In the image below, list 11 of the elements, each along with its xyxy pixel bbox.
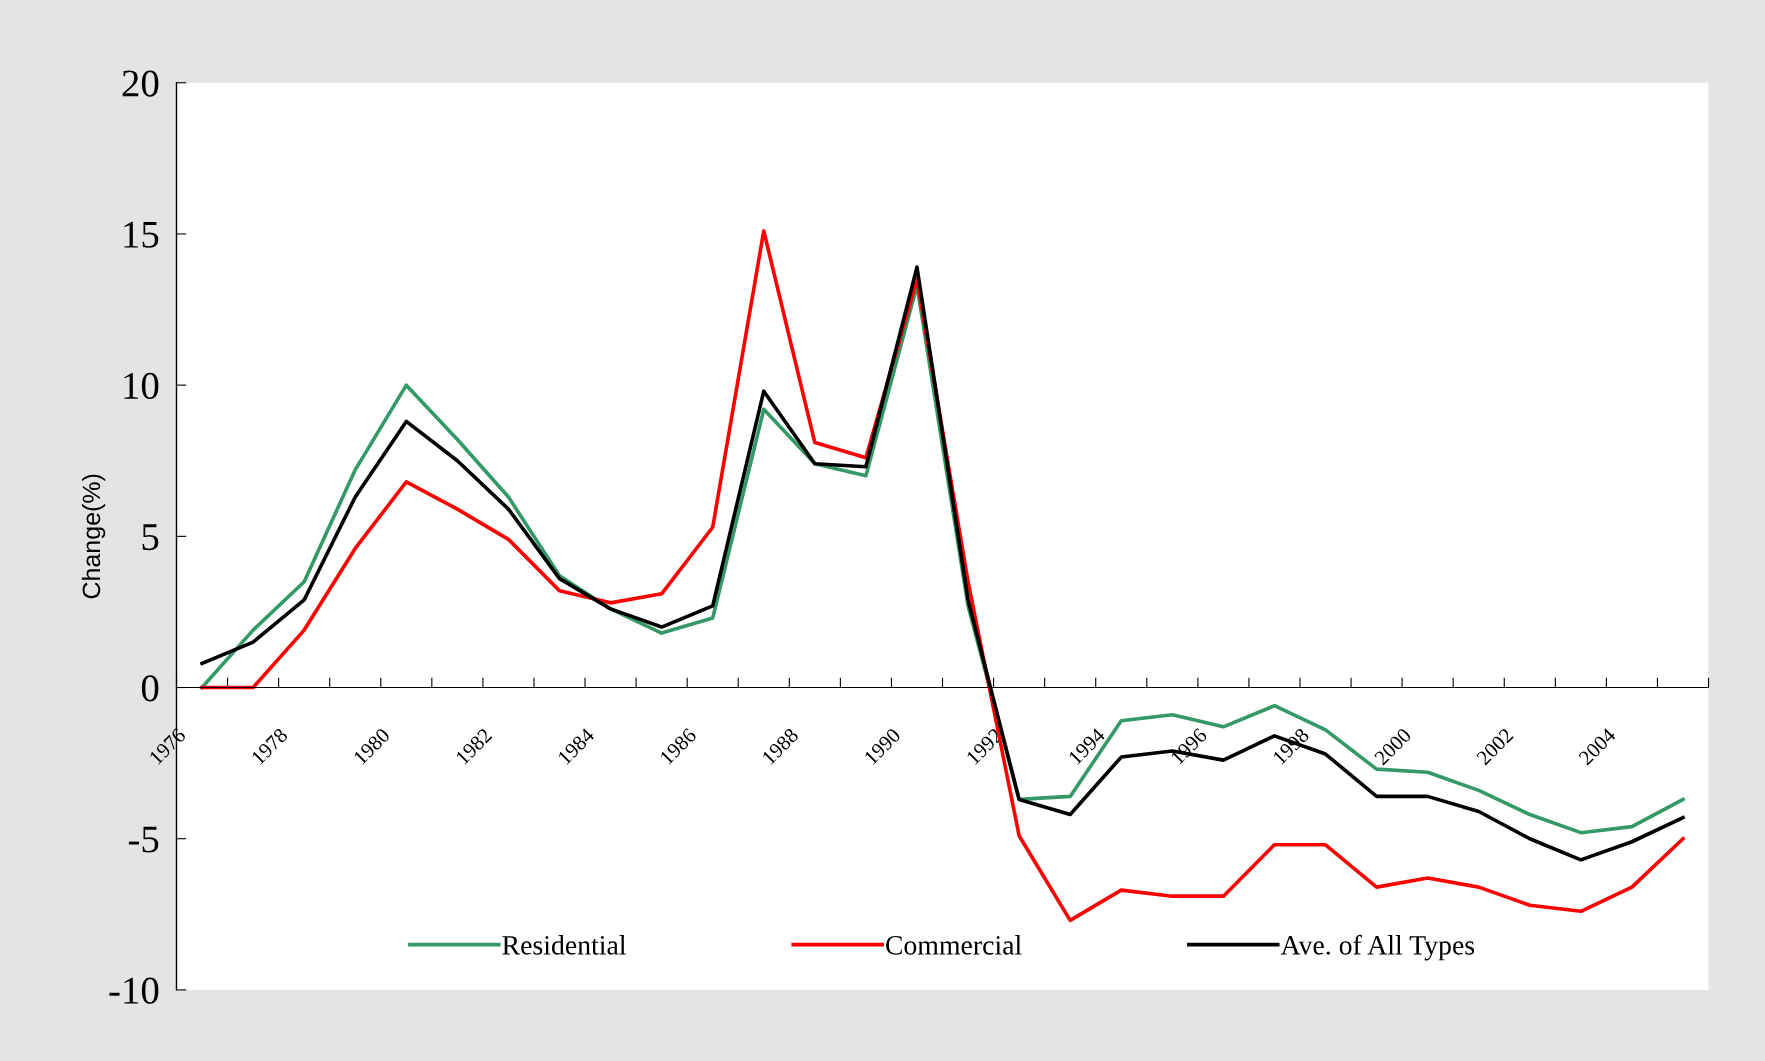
y-tick-label: -5 bbox=[128, 826, 159, 853]
y-tick-label: 10 bbox=[124, 372, 159, 400]
legend-label: Commercial bbox=[886, 935, 1022, 955]
y-tick-label: 15 bbox=[124, 221, 159, 248]
y-tick-label: -10 bbox=[109, 977, 159, 1004]
y-tick-label: 0 bbox=[141, 675, 159, 702]
y-axis-title: Change(%) bbox=[81, 474, 106, 599]
y-tick-label: 20 bbox=[122, 70, 159, 97]
legend-label: Ave. of All Types bbox=[1280, 934, 1475, 961]
legend-label: Residential bbox=[502, 935, 626, 955]
y-tick-label: 5 bbox=[142, 524, 159, 551]
